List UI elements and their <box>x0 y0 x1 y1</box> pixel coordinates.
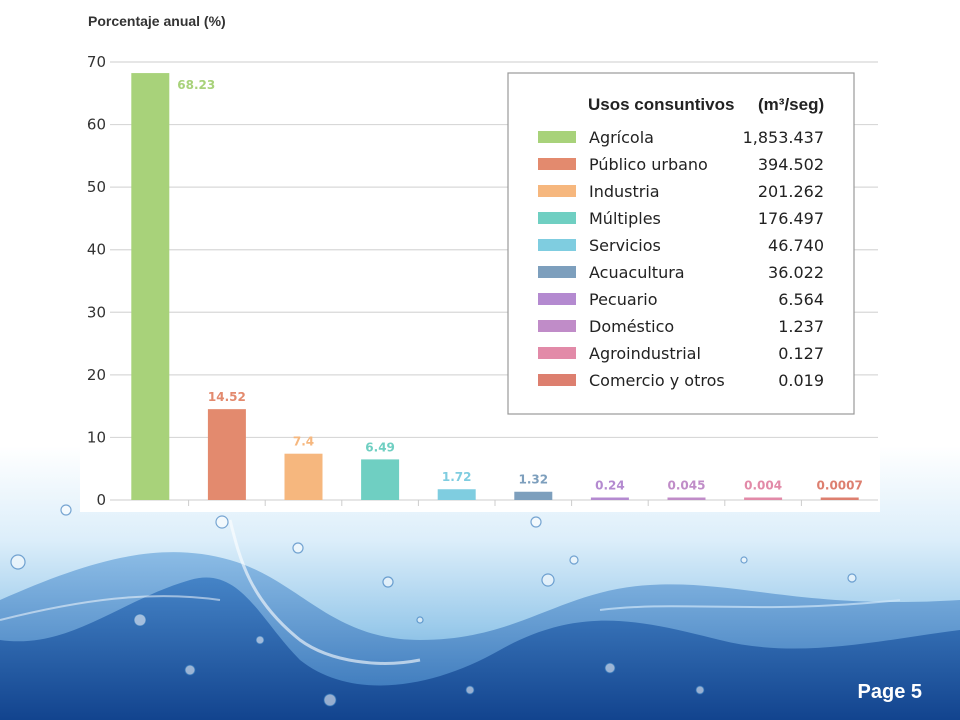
data-label: 0.24 <box>595 479 625 493</box>
water-droplet <box>530 516 542 528</box>
bars <box>131 73 859 501</box>
water-droplet <box>382 576 394 588</box>
legend-swatch <box>538 158 576 170</box>
legend-swatch <box>538 347 576 359</box>
bar-5 <box>437 489 476 500</box>
legend-unit: (m³/seg) <box>758 95 824 114</box>
bar-2 <box>207 409 246 500</box>
page-number: Page 5 <box>857 681 922 703</box>
legend-value: 6.564 <box>778 290 824 309</box>
data-label: 6.49 <box>365 440 395 454</box>
legend-value: 0.127 <box>778 344 824 363</box>
legend: Usos consuntivos (m³/seg) Agrícola 1,853.… <box>507 72 855 415</box>
wave-highlight <box>599 599 901 611</box>
y-tick-label: 30 <box>87 303 106 321</box>
y-tick-label: 20 <box>87 366 106 384</box>
legend-value: 36.022 <box>768 263 824 282</box>
legend-swatch <box>538 293 576 305</box>
data-label: 0.045 <box>668 479 706 493</box>
bar-7 <box>590 497 629 500</box>
legend-label: Doméstico <box>589 317 674 336</box>
data-label: 1.32 <box>518 473 548 487</box>
legend-label: Acuacultura <box>589 263 685 282</box>
water-droplet <box>695 685 705 695</box>
water-droplet <box>847 573 857 583</box>
y-tick-label: 0 <box>96 491 106 509</box>
water-droplet <box>255 635 265 645</box>
legend-title: Usos consuntivos <box>588 95 734 114</box>
water-droplet <box>60 504 72 516</box>
bar-8 <box>667 497 706 500</box>
data-labels: 68.23 14.52 7.4 6.49 1.72 1.32 0.24 0.045 0.004 0… <box>177 78 863 492</box>
wave-highlight <box>228 519 421 665</box>
y-tick-label: 60 <box>87 116 106 134</box>
y-tick-label: 10 <box>87 428 106 446</box>
data-label: 0.004 <box>744 479 782 493</box>
water-droplet <box>292 542 304 554</box>
legend-label: Pecuario <box>589 290 657 309</box>
legend-label: Servicios <box>589 236 661 255</box>
y-tick-label: 50 <box>87 178 106 196</box>
legend-value: 176.497 <box>758 209 824 228</box>
bar-9 <box>744 497 783 500</box>
legend-label: Público urbano <box>589 155 708 174</box>
water-droplet <box>465 685 475 695</box>
water-droplet <box>133 613 147 627</box>
data-label: 14.52 <box>208 390 246 404</box>
water-droplet <box>184 664 196 676</box>
data-label: 68.23 <box>177 78 215 92</box>
legend-value: 1.237 <box>778 317 824 336</box>
water-droplet <box>541 573 555 587</box>
legend-swatch <box>538 212 576 224</box>
data-label: 1.72 <box>442 470 472 484</box>
legend-label: Agroindustrial <box>589 344 701 363</box>
bar-3 <box>284 453 323 500</box>
bar-4 <box>361 459 400 500</box>
y-axis-title: Porcentaje anual (%) <box>88 13 226 29</box>
bar-1 <box>131 73 170 501</box>
bar-6 <box>514 491 553 500</box>
legend-swatch <box>538 239 576 251</box>
y-tick-label: 40 <box>87 241 106 259</box>
legend-swatch <box>538 185 576 197</box>
water-droplet <box>10 554 26 570</box>
legend-label: Múltiples <box>589 209 661 228</box>
legend-swatch <box>538 131 576 143</box>
legend-swatch <box>538 320 576 332</box>
legend-label: Industria <box>589 182 660 201</box>
legend-label: Comercio y otros <box>589 371 725 390</box>
legend-swatch <box>538 374 576 386</box>
legend-value: 1,853.437 <box>743 128 824 147</box>
legend-value: 201.262 <box>758 182 824 201</box>
water-droplet <box>569 555 579 565</box>
water-droplet <box>604 662 616 674</box>
wave-highlight <box>0 595 221 621</box>
legend-label: Agrícola <box>589 128 654 147</box>
y-axis-ticks: 0 10 20 30 40 50 60 70 <box>87 53 106 509</box>
bar-10 <box>820 497 859 500</box>
wave-front <box>0 577 960 720</box>
legend-items: Agrícola 1,853.437 Público urbano 394.502 In… <box>538 128 824 390</box>
y-tick-label: 70 <box>87 53 106 71</box>
water-droplet <box>323 693 337 707</box>
water-droplet <box>416 616 424 624</box>
water-droplet <box>215 515 229 529</box>
data-label: 0.0007 <box>817 479 863 493</box>
water-droplet <box>740 556 748 564</box>
legend-swatch <box>538 266 576 278</box>
legend-value: 394.502 <box>758 155 824 174</box>
data-label: 7.4 <box>293 435 314 449</box>
legend-value: 46.740 <box>768 236 824 255</box>
legend-value: 0.019 <box>778 371 824 390</box>
